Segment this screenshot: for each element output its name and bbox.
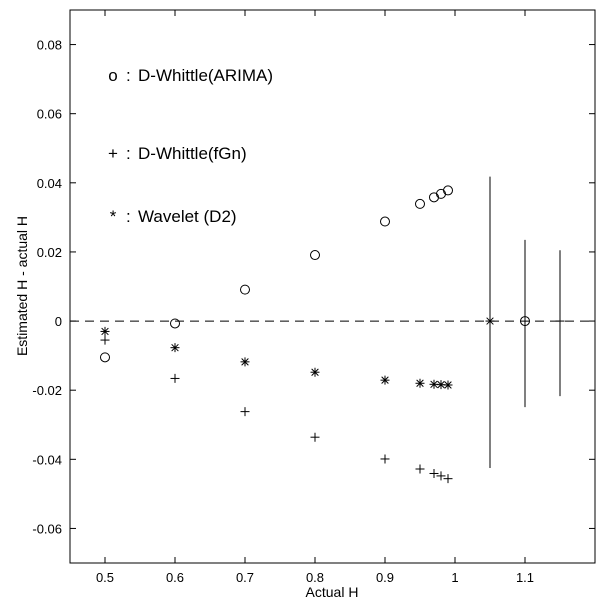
series-circle <box>100 185 453 363</box>
series-star <box>100 326 453 390</box>
data-point-star <box>170 343 180 353</box>
data-point-plus <box>310 432 320 442</box>
error-bar-dash <box>555 250 565 397</box>
y-tick-label: -0.04 <box>32 452 62 467</box>
data-point-plus <box>240 407 250 417</box>
legend: o: D-Whittle(ARIMA) +: D-Whittle(fGn) *: Wave… <box>108 66 273 226</box>
error-bar-star <box>485 176 495 468</box>
data-point-circle <box>240 284 250 295</box>
data-point-star <box>240 357 250 367</box>
legend-colon: : <box>126 66 131 85</box>
legend-item: *: Wavelet (D2) <box>110 207 237 226</box>
legend-item: +: D-Whittle(fGn) <box>108 144 247 163</box>
data-point-star-d2 <box>171 343 179 352</box>
data-point-circle <box>443 185 453 196</box>
y-axis-label: Estimated H - actual H <box>14 216 30 356</box>
data-point-circle <box>100 352 110 363</box>
data-point-star <box>436 380 446 390</box>
legend-label: D-Whittle(ARIMA) <box>138 66 273 85</box>
y-tick-label: -0.06 <box>32 521 62 536</box>
data-point-plus <box>170 373 180 383</box>
error-bar-center-star <box>485 316 495 326</box>
y-tick-label: 0.02 <box>37 245 62 260</box>
data-point-star-d2 <box>444 381 452 389</box>
data-point-circle <box>429 192 439 203</box>
data-point-star-d2 <box>101 327 109 336</box>
data-point-circle-shape <box>100 352 110 363</box>
data-point-circle-shape <box>443 185 453 196</box>
data-point-star-d2 <box>430 380 438 389</box>
data-point-star <box>310 367 320 377</box>
data-point-star-d2 <box>416 379 424 388</box>
x-tick-label: 0.5 <box>96 570 114 585</box>
x-tick-label: 0.8 <box>306 570 324 585</box>
legend-symbol: * <box>110 207 117 226</box>
data-point-circle-shape <box>310 250 320 261</box>
y-tick-label: 0 <box>55 314 62 329</box>
data-point-circle-shape <box>436 188 446 199</box>
legend-colon: : <box>126 207 131 226</box>
data-point-star-d2 <box>311 368 319 376</box>
error-bar-center-circle <box>520 316 530 327</box>
x-tick-label: 0.7 <box>236 570 254 585</box>
data-point-star <box>415 378 425 388</box>
y-tick-label: -0.02 <box>32 383 62 398</box>
data-point-circle <box>436 188 446 199</box>
series-plus <box>100 335 453 484</box>
data-point-circle <box>170 318 180 329</box>
legend-item: o: D-Whittle(ARIMA) <box>108 66 273 85</box>
legend-label: Wavelet (D2) <box>138 207 237 226</box>
axis-ticks <box>70 10 595 563</box>
data-point-plus <box>100 335 110 345</box>
y-tick-label: 0.08 <box>37 38 62 53</box>
data-point-plus <box>436 471 446 481</box>
data-point-circle-shape <box>429 192 439 203</box>
series-layer <box>100 185 453 484</box>
data-point-star <box>443 380 453 390</box>
x-axis-label: Actual H <box>306 584 359 600</box>
error-bar-center-star-d2 <box>486 317 494 325</box>
data-point-circle-shape <box>240 284 250 295</box>
y-tick-label: 0.06 <box>37 107 62 122</box>
legend-symbol: o <box>108 66 117 85</box>
data-point-plus <box>380 454 390 464</box>
x-tick-label: 0.9 <box>376 570 394 585</box>
error-bar-circle <box>520 239 530 408</box>
y-tick-label: 0.04 <box>37 176 62 191</box>
plot-frame <box>69 9 596 564</box>
x-tick-label: 0.6 <box>166 570 184 585</box>
data-point-circle-shape <box>380 216 390 227</box>
x-tick-label: 1.1 <box>516 570 534 585</box>
data-point-circle <box>310 250 320 261</box>
data-point-star-d2 <box>241 358 249 366</box>
data-point-star <box>429 379 439 389</box>
x-tick-labels: 0.5 0.6 0.7 0.8 0.9 1 1.1 <box>96 570 534 585</box>
legend-colon: : <box>126 144 131 163</box>
data-point-plus <box>429 468 439 478</box>
y-tick-labels: -0.06 -0.04 -0.02 0 0.02 0.04 0.06 0.08 <box>32 38 62 537</box>
data-point-star-d2 <box>381 376 389 384</box>
data-point-star <box>380 375 390 385</box>
data-point-star <box>100 326 110 336</box>
legend-symbol: + <box>108 144 118 163</box>
x-tick-label: 1 <box>451 570 458 585</box>
data-point-circle <box>380 216 390 227</box>
legend-label: D-Whittle(fGn) <box>138 144 247 163</box>
data-point-star-d2 <box>437 380 445 389</box>
error-bar-layer <box>485 176 565 468</box>
data-point-plus <box>415 464 425 474</box>
data-point-plus <box>443 474 453 484</box>
data-point-circle <box>415 198 425 209</box>
data-point-circle-shape <box>170 318 180 329</box>
error-bar-center-circle-shape <box>520 316 530 327</box>
data-point-circle-shape <box>415 198 425 209</box>
